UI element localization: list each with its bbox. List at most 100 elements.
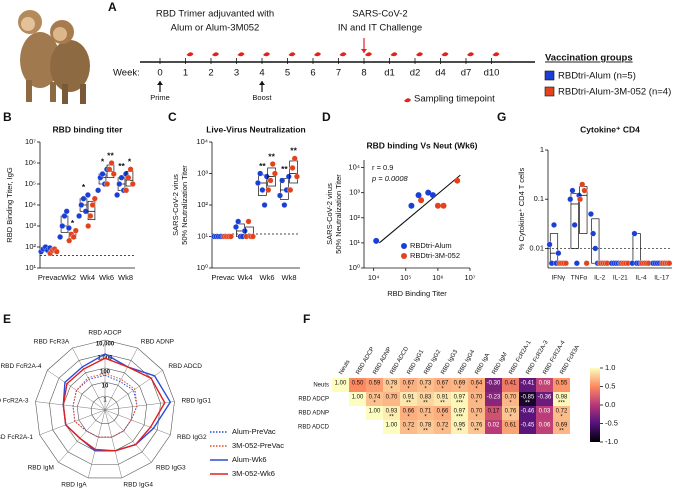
cell-value: -0.85 xyxy=(521,395,535,401)
radar-axis-label: RBD FcR2A-1 xyxy=(0,434,33,441)
heatmap-cell xyxy=(553,392,570,406)
stat-annotation: r = 0.9 xyxy=(372,163,393,172)
cell-value: -0.36 xyxy=(538,395,552,401)
week-tick-label: 7 xyxy=(336,68,341,79)
cell-value: 0.70 xyxy=(386,395,398,401)
data-point xyxy=(631,230,638,237)
week-tick-label: d4 xyxy=(435,68,446,79)
data-point xyxy=(129,181,136,187)
panel-letter: C xyxy=(168,110,177,124)
heatmap-cell xyxy=(366,392,383,406)
data-point xyxy=(85,223,92,229)
cell-value: 0.72 xyxy=(437,423,449,429)
colorbar-label: 1.0 xyxy=(605,363,615,372)
legend-label: RBDtri-3M-052 xyxy=(410,251,460,260)
cell-value: 0.74 xyxy=(369,395,381,401)
cell-value: 1.00 xyxy=(335,381,347,387)
cell-stars: * xyxy=(458,387,461,393)
column-label: RBD IgA xyxy=(474,353,491,376)
colorbar-label: 0.0 xyxy=(605,400,615,409)
data-point xyxy=(418,197,425,204)
colorbar-label: -0.5 xyxy=(605,418,618,427)
data-point xyxy=(583,260,590,267)
legend-marker xyxy=(401,253,407,259)
data-point xyxy=(99,171,106,177)
cell-value: -0.23 xyxy=(487,395,501,401)
radar-spoke xyxy=(88,409,106,479)
data-point xyxy=(235,218,242,225)
colorbar-label: 0.5 xyxy=(605,381,615,390)
cell-stars: * xyxy=(441,415,444,421)
heatmap-cell xyxy=(485,392,502,406)
cell-stars: * xyxy=(441,387,444,393)
sampling-flag xyxy=(339,52,347,57)
y-tick-label: 10⁷ xyxy=(25,137,36,146)
data-point xyxy=(579,181,586,188)
sampling-flag xyxy=(390,52,398,57)
y-tick-label: 0.01 xyxy=(529,243,544,252)
significance: ** xyxy=(281,164,288,174)
week-tick-label: 0 xyxy=(157,68,162,79)
panel-letter: F xyxy=(303,312,310,326)
data-point xyxy=(123,187,130,194)
y-tick-label: 10² xyxy=(349,213,360,222)
data-point xyxy=(434,202,441,209)
heatmap-cell xyxy=(536,378,553,392)
cell-value: -0.45 xyxy=(521,423,535,429)
legend-label: Alum-PreVac xyxy=(232,427,276,436)
column-label: Neuts xyxy=(338,359,351,376)
radar-line xyxy=(62,357,166,452)
x-tick-label: Wk2 xyxy=(61,273,76,282)
timeline-title: IN and IT Challenge xyxy=(338,23,422,34)
heatmap-cell xyxy=(383,406,400,420)
y-tick-label: 10⁴ xyxy=(196,137,208,146)
week-tick-label: 4 xyxy=(259,68,264,79)
chart-title: Cytokine⁺ CD4 xyxy=(580,124,640,134)
y-tick-label: 10¹ xyxy=(349,238,360,247)
legend-label: RBDtri-Alum (n=5) xyxy=(558,71,636,82)
y-tick-label: 10⁴ xyxy=(24,200,36,209)
data-point xyxy=(555,250,562,257)
data-point xyxy=(259,187,266,193)
data-point xyxy=(95,187,102,194)
data-point xyxy=(116,181,123,187)
data-point xyxy=(567,196,574,203)
heatmap-cell xyxy=(400,392,417,406)
x-tick-label: IL-21 xyxy=(613,275,628,282)
arrow-head xyxy=(157,81,163,85)
cell-value: 0.98 xyxy=(556,395,568,401)
data-point xyxy=(577,196,583,203)
radar-spoke xyxy=(104,370,163,411)
y-axis-label: % Cytokine⁺ CD4 T cells xyxy=(517,168,526,251)
significance: ** xyxy=(290,146,297,156)
cell-value: 0.41 xyxy=(505,381,517,387)
cell-value: 0.69 xyxy=(454,381,466,387)
cell-stars: *** xyxy=(456,415,464,421)
chart-title: Live-Virus Neutralization xyxy=(206,124,306,134)
week-tick-label: 8 xyxy=(361,68,366,79)
week-tick-label: d2 xyxy=(410,68,421,79)
heatmap-cell xyxy=(468,406,485,420)
cell-value: 0.73 xyxy=(420,381,432,387)
heatmap-cell xyxy=(349,378,366,392)
data-point xyxy=(581,187,588,194)
cell-stars: * xyxy=(407,415,410,421)
data-point xyxy=(454,177,461,184)
radar-tick-label: 1 xyxy=(103,398,107,404)
data-point xyxy=(227,233,234,240)
x-axis-label: RBD Binding Titer xyxy=(387,289,447,298)
data-point xyxy=(573,260,580,267)
heatmap-cell xyxy=(519,378,536,392)
cell-value: 0.61 xyxy=(505,423,517,429)
data-point xyxy=(429,192,436,199)
column-label: RBD IgM xyxy=(491,352,508,376)
y-axis-label: RBD Binding Titer, IgG xyxy=(5,167,14,243)
x-tick-label: IL-4 xyxy=(635,275,647,282)
data-point xyxy=(415,192,422,199)
cell-value: 0.03 xyxy=(539,409,551,415)
week-tick-label: d1 xyxy=(384,68,395,79)
heatmap-cell xyxy=(502,392,519,406)
significance: * xyxy=(71,218,75,228)
data-point xyxy=(118,174,125,181)
